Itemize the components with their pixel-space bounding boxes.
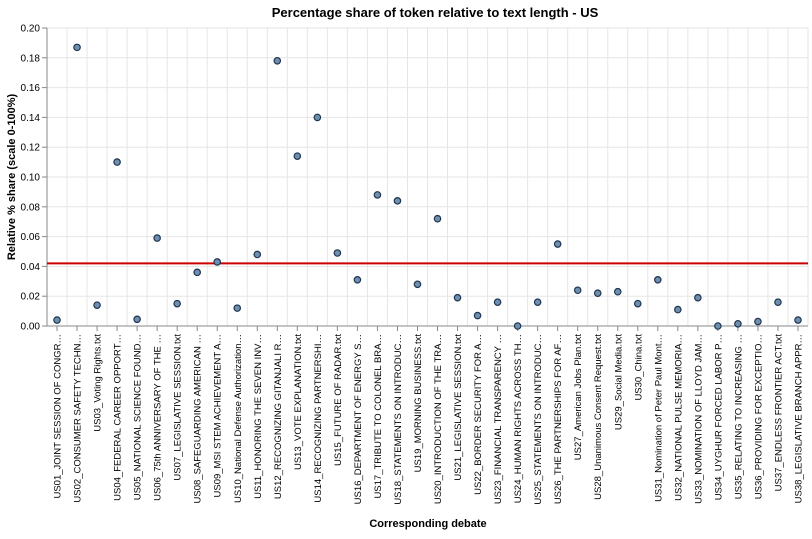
data-point bbox=[674, 305, 682, 314]
x-tick-label: US21_LEGISLATIVE SESSION.txt bbox=[453, 334, 464, 481]
y-tick-label: 0.12 bbox=[21, 143, 41, 154]
y-axis: 0.00 0.02 0.04 0.06 0.08 0.10 0.12 0.14 0.16 0.18… bbox=[21, 24, 48, 333]
x-axis: US01_JOINT SESSION OF CONGR… US02_CONSUME… bbox=[47, 325, 808, 505]
data-point bbox=[593, 289, 602, 298]
y-tick-label: 0.06 bbox=[21, 232, 41, 243]
data-point bbox=[233, 304, 242, 312]
x-tick-label: US12_RECOGNIZING GITANJALI R… bbox=[273, 334, 284, 499]
x-tick-label: US01_JOINT SESSION OF CONGR… bbox=[53, 334, 64, 499]
data-point bbox=[654, 276, 662, 284]
data-points bbox=[53, 43, 802, 330]
data-point bbox=[794, 316, 802, 324]
y-axis-title: Relative % share (scale 0-100%) bbox=[6, 94, 18, 261]
data-point bbox=[153, 234, 161, 242]
x-tick-label: US06_75th ANNIVERSARY OF THE … bbox=[153, 334, 164, 501]
x-tick-label: US04_FEDERAL CAREER OPPORT… bbox=[113, 334, 124, 501]
x-tick-label: US29_Social Media.txt bbox=[613, 334, 624, 430]
data-point bbox=[473, 311, 482, 320]
x-tick-label: US10_National Defense Authorization… bbox=[233, 334, 244, 503]
data-point bbox=[513, 322, 522, 330]
x-tick-label: US36_PROVIDING FOR EXCEPTIO… bbox=[753, 334, 764, 499]
x-tick-label: US07_LEGISLATIVE SESSION.txt bbox=[173, 334, 184, 481]
x-tick-label: US33_NOMINATION OF LLOYD JAM… bbox=[693, 334, 704, 504]
x-tick-label: US25_STATEMENTS ON INTRODUC… bbox=[533, 334, 544, 505]
x-tick-label: US24_HUMAN RIGHTS ACROSS TH… bbox=[513, 334, 524, 503]
x-tick-label: US13_VOTE EXPLANATION.txt bbox=[293, 334, 304, 470]
data-point bbox=[333, 249, 342, 257]
data-point bbox=[173, 299, 181, 308]
x-tick-label: US27_American Jobs Plan.txt bbox=[573, 334, 584, 461]
x-tick-label: US20_INTRODUCTION OF THE TRA… bbox=[433, 334, 444, 504]
data-point bbox=[433, 214, 442, 223]
x-tick-label: US34_UYGHUR FORCED LABOR P… bbox=[713, 334, 724, 500]
x-tick-label: US22_BORDER SECURITY FOR A… bbox=[473, 334, 484, 495]
x-tick-label: US15_FUTURE OF RADAR.txt bbox=[333, 334, 344, 466]
x-tick-label: US37_ENDLESS FRONTIER ACT.txt bbox=[773, 334, 784, 492]
y-tick-label: 0.14 bbox=[21, 113, 41, 124]
data-point bbox=[694, 293, 702, 302]
y-tick-label: 0.08 bbox=[21, 202, 41, 213]
x-tick-label: US16_DEPARTMENT OF ENERGY S… bbox=[353, 334, 364, 504]
x-tick-label: US31_Nomination of Peter Paul Mont… bbox=[653, 334, 664, 502]
x-tick-label: US14_RECOGNIZING PARTNERSHI… bbox=[313, 334, 324, 503]
data-point bbox=[493, 298, 502, 306]
x-tick-label: US19_MORNING BUSINESS.txt bbox=[413, 334, 424, 473]
data-point bbox=[393, 197, 402, 205]
x-tick-label: US32_NATIONAL PULSE MEMORIA… bbox=[673, 334, 684, 501]
data-point bbox=[193, 268, 201, 277]
gridlines bbox=[46, 27, 809, 327]
data-point bbox=[633, 299, 642, 308]
x-tick-label: US03_Voting Rights.txt bbox=[93, 334, 104, 432]
y-tick-label: 0.18 bbox=[21, 53, 41, 64]
data-point bbox=[133, 315, 141, 324]
data-point bbox=[73, 43, 81, 52]
data-point bbox=[273, 56, 282, 65]
y-tick-label: 0.04 bbox=[21, 262, 41, 273]
data-point bbox=[373, 191, 382, 199]
x-tick-label: US26_THE PARTNERSHIPS FOR AF… bbox=[553, 334, 564, 504]
chart-title: Percentage share of token relative to te… bbox=[272, 5, 599, 20]
x-tick-label: US38_LEGISLATIVE BRANCH APPR… bbox=[793, 334, 804, 503]
data-point bbox=[754, 317, 762, 326]
data-point bbox=[533, 298, 542, 306]
x-tick-label: US30_China.txt bbox=[633, 334, 644, 401]
data-point bbox=[213, 258, 222, 266]
x-axis-title: Corresponding debate bbox=[369, 518, 486, 530]
x-tick-label: US02_CONSUMER SAFETY TECHN… bbox=[73, 334, 84, 503]
data-point bbox=[293, 152, 302, 160]
y-tick-label: 0.16 bbox=[21, 83, 41, 94]
y-tick-label: 0.00 bbox=[21, 322, 41, 333]
y-tick-label: 0.10 bbox=[21, 173, 41, 184]
x-tick-label: US08_SAFEGUARDING AMERICAN … bbox=[193, 334, 204, 503]
x-tick-label: US35_RELATING TO INCREASING … bbox=[733, 334, 744, 499]
x-tick-label: US18_STATEMENTS ON INTRODUC… bbox=[393, 334, 404, 505]
data-point bbox=[573, 286, 582, 295]
data-point bbox=[553, 240, 562, 248]
data-point bbox=[353, 276, 362, 284]
x-tick-label: US09_MSI STEM ACHIEVEMENT A… bbox=[213, 334, 224, 497]
data-point bbox=[453, 293, 462, 302]
data-point bbox=[313, 113, 322, 122]
y-tick-label: 0.20 bbox=[21, 24, 41, 35]
data-point bbox=[734, 319, 742, 328]
data-point bbox=[413, 280, 422, 289]
data-point bbox=[93, 301, 101, 309]
x-tick-label: US11_HONORING THE SEVEN INV… bbox=[253, 334, 264, 499]
data-point bbox=[53, 316, 61, 324]
x-tick-label: US17_TRIBUTE TO COLONEL BRA… bbox=[373, 334, 384, 499]
data-point bbox=[714, 322, 722, 330]
data-point bbox=[113, 158, 121, 166]
x-tick-label: US23_FINANCIAL TRANSPARENCY … bbox=[493, 334, 504, 504]
x-tick-label: US05_NATIONAL SCIENCE FOUND… bbox=[133, 334, 144, 500]
x-tick-label: US28_Unanimous Consent Request.txt bbox=[593, 334, 604, 500]
y-tick-label: 0.02 bbox=[21, 292, 41, 303]
data-point bbox=[774, 298, 782, 306]
data-point bbox=[253, 250, 262, 259]
data-point bbox=[613, 287, 622, 296]
